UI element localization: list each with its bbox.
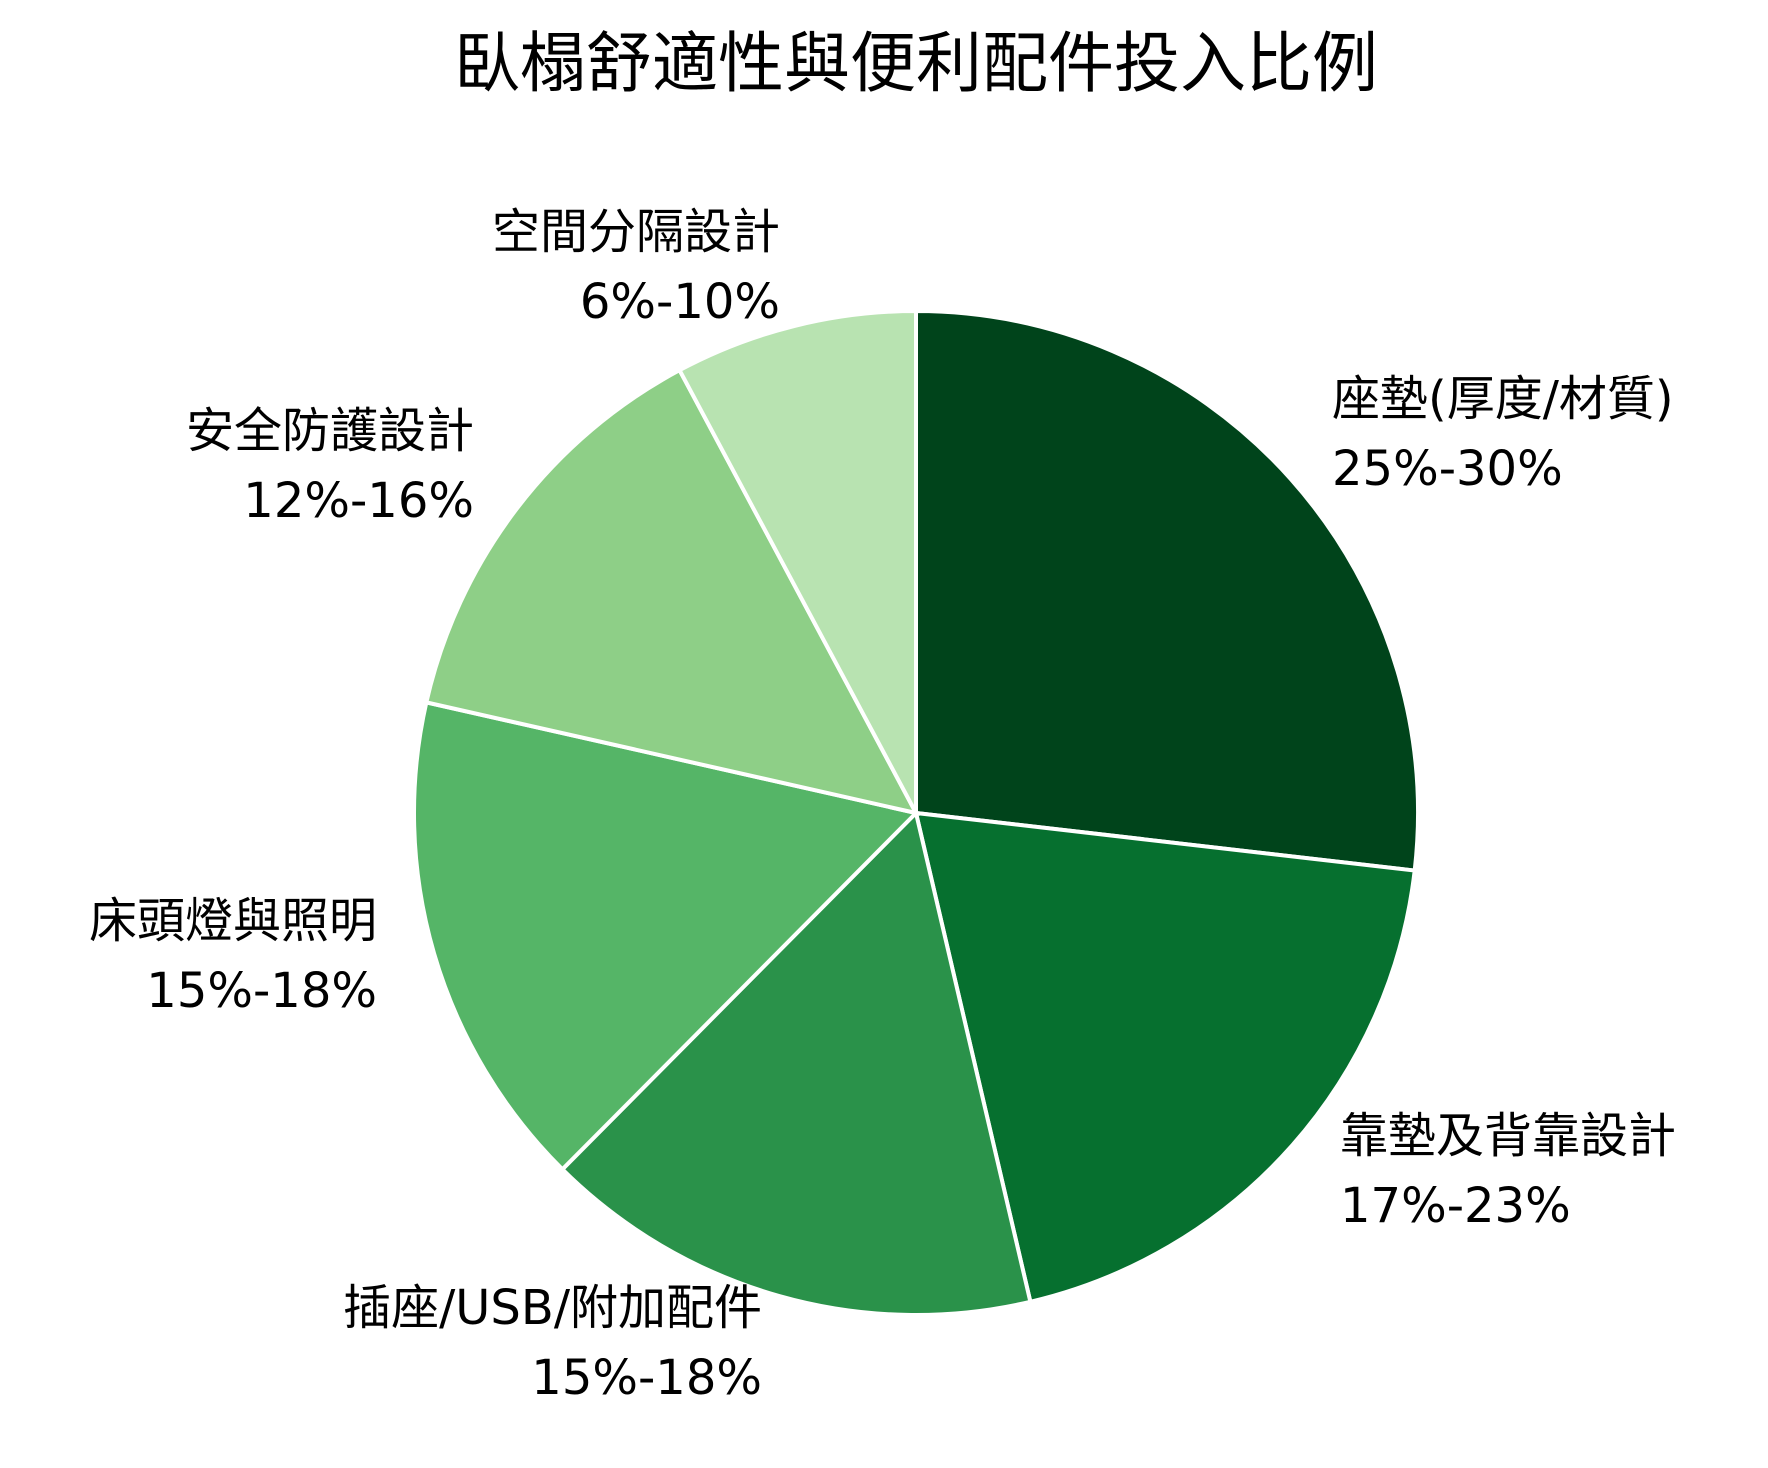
pie-slice [914, 308, 1420, 873]
pie-slice [423, 367, 920, 816]
slice-label: 安全防護設計 [186, 403, 474, 459]
chart-title: 臥榻舒適性與便利配件投入比例 [454, 25, 1378, 102]
slice-label: 插座/USB/附加配件 [343, 1280, 762, 1336]
value-label: 15%-18% [146, 963, 377, 1019]
slice-label: 空間分隔設計 [492, 204, 780, 260]
value-label: 17%-23% [1340, 1178, 1571, 1234]
pie-slice [676, 308, 918, 814]
pie-slice [913, 810, 1417, 1305]
value-label: 25%-30% [1332, 441, 1563, 497]
value-label: 12%-16% [243, 473, 474, 529]
pie-slice [412, 699, 920, 1173]
pie-slice [559, 809, 1033, 1317]
value-label: 15%-18% [531, 1350, 762, 1406]
value-label: 6%-10% [580, 274, 780, 330]
slice-label: 靠墊及背靠設計 [1340, 1108, 1676, 1164]
slice-label: 座墊(厚度/材質) [1332, 371, 1674, 427]
slice-label: 床頭燈與照明 [89, 893, 377, 949]
